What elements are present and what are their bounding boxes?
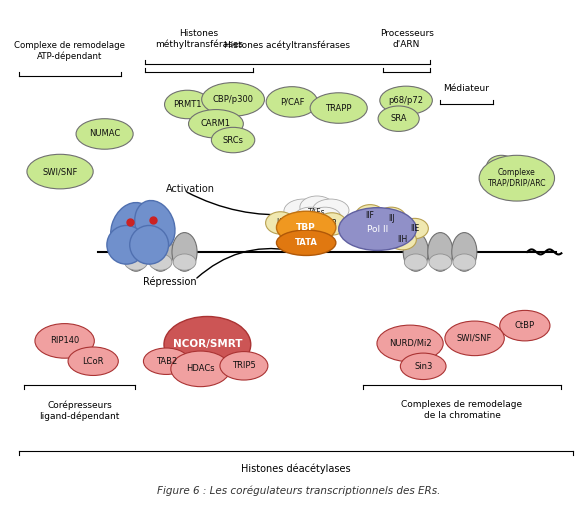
Ellipse shape — [300, 196, 334, 218]
Ellipse shape — [453, 254, 475, 270]
Text: IIB: IIB — [327, 219, 337, 228]
Text: Figure 6 : Les corégulateurs transcriptionnels des ERs.: Figure 6 : Les corégulateurs transcripti… — [157, 486, 440, 496]
Text: CARM1: CARM1 — [201, 119, 231, 128]
Ellipse shape — [276, 230, 336, 255]
Ellipse shape — [211, 127, 255, 153]
Text: Histones
méthyltransférases: Histones méthyltransférases — [155, 29, 243, 49]
Ellipse shape — [68, 347, 119, 375]
Ellipse shape — [428, 233, 453, 271]
Text: Pol II: Pol II — [367, 225, 388, 233]
Text: IIH: IIH — [397, 235, 408, 244]
Text: Processeurs
d'ARN: Processeurs d'ARN — [380, 29, 434, 49]
Text: Sin3: Sin3 — [414, 362, 433, 371]
Ellipse shape — [377, 325, 443, 362]
Ellipse shape — [294, 207, 326, 228]
Text: Corépresseurs
ligand-dépendant: Corépresseurs ligand-dépendant — [39, 400, 120, 421]
Text: Histones déacétylases: Histones déacétylases — [241, 464, 350, 474]
Text: SRCs: SRCs — [222, 136, 244, 144]
Ellipse shape — [172, 233, 197, 271]
Ellipse shape — [107, 226, 146, 264]
Text: IIF: IIF — [366, 211, 375, 221]
Ellipse shape — [401, 218, 429, 238]
Ellipse shape — [309, 207, 341, 228]
Ellipse shape — [429, 254, 452, 270]
Ellipse shape — [143, 348, 189, 375]
Ellipse shape — [400, 353, 446, 379]
Text: TRIP5: TRIP5 — [232, 361, 256, 370]
Text: Complexe
TRAP/DRIP/ARC: Complexe TRAP/DRIP/ARC — [488, 169, 546, 188]
Text: TBP: TBP — [296, 223, 316, 232]
Text: Répression: Répression — [143, 276, 197, 287]
Text: TATA: TATA — [295, 238, 318, 247]
Ellipse shape — [389, 230, 416, 250]
Ellipse shape — [500, 310, 550, 341]
Ellipse shape — [173, 254, 196, 270]
Text: SRA: SRA — [390, 114, 407, 123]
Ellipse shape — [312, 199, 349, 222]
Text: TAB2: TAB2 — [156, 357, 177, 366]
Text: LCoR: LCoR — [82, 357, 104, 366]
Text: TAFs: TAFs — [308, 208, 326, 217]
Ellipse shape — [493, 178, 518, 196]
Ellipse shape — [317, 213, 347, 235]
Ellipse shape — [266, 87, 318, 117]
Ellipse shape — [35, 324, 95, 358]
Text: CBP/p300: CBP/p300 — [212, 95, 254, 104]
Ellipse shape — [164, 317, 251, 373]
Ellipse shape — [134, 200, 175, 250]
Ellipse shape — [124, 254, 147, 270]
Ellipse shape — [284, 199, 323, 224]
Ellipse shape — [148, 233, 173, 271]
Ellipse shape — [487, 155, 517, 178]
Ellipse shape — [111, 203, 153, 254]
Ellipse shape — [171, 351, 230, 387]
Text: Complexe de remodelage
ATP-dépendant: Complexe de remodelage ATP-dépendant — [14, 41, 125, 61]
Ellipse shape — [130, 226, 168, 264]
Text: NURD/Mi2: NURD/Mi2 — [389, 339, 431, 348]
Text: Complexes de remodelage
de la chromatine: Complexes de remodelage de la chromatine — [402, 400, 522, 420]
Text: p68/p72: p68/p72 — [389, 96, 424, 105]
Text: PRMT1: PRMT1 — [173, 100, 202, 109]
Text: NUMAC: NUMAC — [89, 130, 120, 138]
Ellipse shape — [512, 160, 542, 183]
Ellipse shape — [188, 109, 244, 138]
Text: IIJ: IIJ — [388, 214, 394, 223]
Text: SWI/SNF: SWI/SNF — [42, 167, 77, 176]
Ellipse shape — [479, 155, 555, 201]
Text: CtBP: CtBP — [515, 321, 535, 330]
Ellipse shape — [355, 205, 385, 227]
Ellipse shape — [149, 254, 172, 270]
Ellipse shape — [164, 90, 210, 119]
Text: TRAPP: TRAPP — [325, 103, 352, 113]
Text: NCOR/SMRT: NCOR/SMRT — [173, 339, 242, 350]
Ellipse shape — [380, 86, 433, 115]
Ellipse shape — [445, 321, 504, 356]
Text: RIP140: RIP140 — [50, 336, 79, 345]
Text: SWI/SNF: SWI/SNF — [457, 334, 492, 343]
Text: HDACs: HDACs — [186, 364, 215, 373]
Ellipse shape — [310, 93, 367, 123]
Ellipse shape — [376, 207, 406, 230]
Ellipse shape — [403, 233, 429, 271]
Text: Activation: Activation — [166, 184, 215, 194]
Text: IIE: IIE — [410, 224, 419, 233]
Text: Histones acétyltransférases: Histones acétyltransférases — [224, 40, 350, 49]
Ellipse shape — [202, 83, 265, 116]
Text: P/CAF: P/CAF — [279, 98, 304, 106]
Ellipse shape — [220, 352, 268, 380]
Ellipse shape — [452, 233, 477, 271]
Ellipse shape — [276, 211, 336, 244]
Text: Médiateur: Médiateur — [444, 84, 490, 93]
Ellipse shape — [521, 178, 546, 196]
Ellipse shape — [339, 208, 416, 250]
Text: IA: IA — [276, 218, 284, 227]
Ellipse shape — [123, 233, 149, 271]
Ellipse shape — [27, 154, 93, 189]
Ellipse shape — [76, 119, 133, 149]
Ellipse shape — [404, 254, 427, 270]
Ellipse shape — [265, 212, 295, 234]
Ellipse shape — [378, 106, 419, 132]
